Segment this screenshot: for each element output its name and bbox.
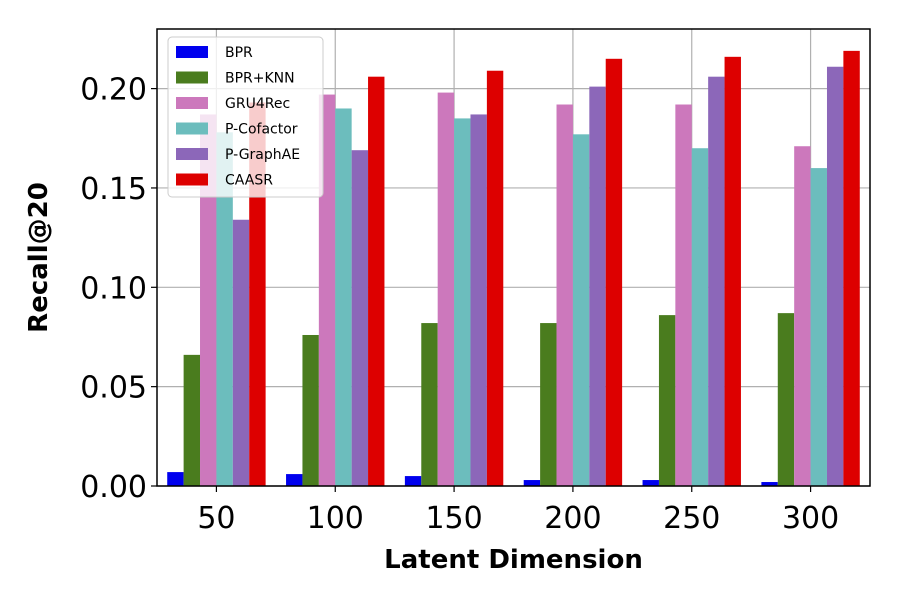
bar-p-cofactor-200 <box>572 134 590 486</box>
x-tick-label: 200 <box>544 501 601 536</box>
ticks: 0.00 0.05 0.10 0.15 0.20 50 100 150 200 250 300 <box>80 73 839 536</box>
bar-bpr-knn-50 <box>183 354 201 486</box>
bar-bpr-50 <box>167 472 184 486</box>
bar-bpr-knn-100 <box>302 334 319 486</box>
y-tick-label: 0.15 <box>80 172 147 207</box>
bar-bpr-250 <box>642 480 659 486</box>
bar-caasr-150 <box>486 70 504 486</box>
bar-gru4rec-200 <box>556 104 573 486</box>
legend-label: GRU4Rec <box>225 96 290 112</box>
bar-p-graphae-300 <box>826 66 844 486</box>
bar-p-cofactor-300 <box>810 168 827 486</box>
plot-frame <box>156 28 871 487</box>
bar-p-graphae-100 <box>351 150 369 486</box>
legend-label: P-Cofactor <box>225 122 298 138</box>
bar-caasr-300 <box>843 50 860 487</box>
y-tick-label: 0.10 <box>80 271 147 306</box>
bar-caasr-50 <box>249 102 266 487</box>
bar-bpr-150 <box>404 476 422 486</box>
bar-bpr-200 <box>523 480 541 486</box>
bar-bpr-knn-250 <box>658 315 676 486</box>
x-tick-label: 50 <box>197 501 235 536</box>
bar-p-cofactor-50 <box>216 132 233 486</box>
y-tick-label: 0.00 <box>80 470 147 505</box>
legend-swatch <box>176 148 208 160</box>
x-axis-title: Latent Dimension <box>384 545 643 575</box>
bar-p-graphae-50 <box>232 219 250 486</box>
legend: BPR BPR+KNN GRU4Rec P-Cofactor P-GraphAE CAAS… <box>167 36 324 198</box>
bar-bpr-100 <box>286 474 303 486</box>
legend-label: BPR <box>225 45 253 61</box>
bar-p-cofactor-150 <box>454 118 471 486</box>
bar-p-graphae-150 <box>470 114 487 486</box>
bar-bpr-300 <box>761 482 778 486</box>
bar-p-graphae-200 <box>589 86 606 487</box>
legend-swatch <box>176 122 208 135</box>
bar-caasr-200 <box>605 58 623 487</box>
y-axis-title: Recall@20 <box>24 182 54 333</box>
x-tick-label: 150 <box>425 501 482 536</box>
bar-bpr-knn-150 <box>421 323 438 486</box>
bar-caasr-100 <box>368 76 385 486</box>
bar-p-graphae-250 <box>708 76 725 486</box>
bar-p-cofactor-100 <box>335 108 352 486</box>
bar-gru4rec-150 <box>437 92 455 486</box>
legend-label: BPR+KNN <box>225 71 295 87</box>
x-tick-label: 300 <box>782 501 839 536</box>
bar-bpr-knn-200 <box>540 323 557 486</box>
y-tick-label: 0.05 <box>80 371 147 406</box>
bar-caasr-250 <box>724 56 741 486</box>
x-tick-label: 250 <box>663 501 720 536</box>
legend-swatch <box>176 46 208 58</box>
y-tick-label: 0.20 <box>80 73 147 108</box>
legend-label: CAASR <box>225 173 273 189</box>
legend-swatch <box>176 97 208 109</box>
bar-gru4rec-50 <box>200 114 217 486</box>
bar-p-cofactor-250 <box>691 148 709 486</box>
bars <box>167 50 860 487</box>
bar-bpr-knn-300 <box>777 313 795 486</box>
bar-gru4rec-250 <box>675 104 692 486</box>
legend-label: P-GraphAE <box>225 147 300 163</box>
legend-swatch <box>176 71 208 84</box>
bar-gru4rec-300 <box>794 146 811 487</box>
x-tick-label: 100 <box>307 501 364 536</box>
legend-swatch <box>176 173 208 186</box>
